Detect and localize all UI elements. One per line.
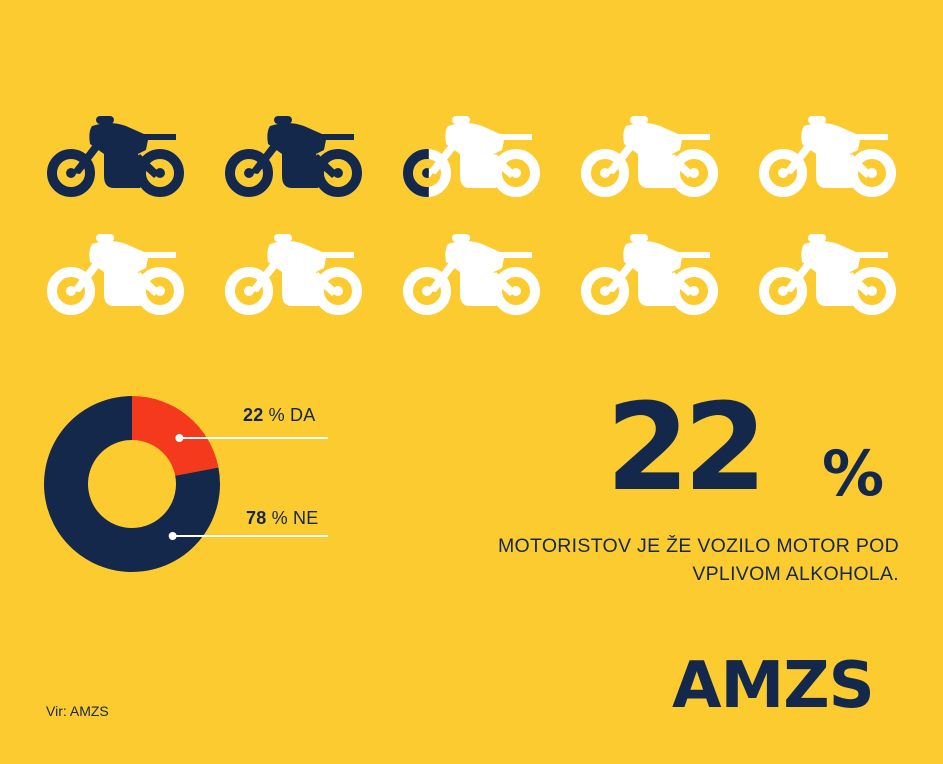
motorcycle-icon xyxy=(578,114,722,202)
donut-chart xyxy=(44,396,328,572)
motorcycle-pictogram xyxy=(0,0,943,340)
headline-number: 22 xyxy=(606,379,767,518)
caption-line-2: VPLIVOM ALKOHOLA. xyxy=(692,563,899,585)
motorcycle-icon xyxy=(44,114,188,202)
motorcycle-icon xyxy=(578,232,722,320)
motorcycle-icon xyxy=(756,232,900,320)
motorcycle-icon xyxy=(756,114,900,202)
ne-value: 78 xyxy=(246,508,267,528)
leader-dot-ne xyxy=(168,532,177,540)
leader-dot-da xyxy=(175,434,184,442)
caption-line-1: MOTORISTOV JE ŽE VOZILO MOTOR POD xyxy=(497,535,899,557)
amzs-logo: AMZS xyxy=(672,649,875,723)
headline-unit: % xyxy=(822,437,885,510)
da-label: 22 % DA xyxy=(243,405,315,426)
source-note: Vir: AMZS xyxy=(46,703,109,719)
headline-stat: 22 % xyxy=(600,389,900,525)
ne-text: % NE xyxy=(271,508,319,528)
motorcycle-icon xyxy=(400,232,544,320)
motorcycle-icon xyxy=(222,114,366,202)
donut-slice-ne xyxy=(44,396,221,572)
da-text: % DA xyxy=(268,405,316,425)
da-value: 22 xyxy=(243,405,264,425)
donut-slice-da xyxy=(132,396,219,476)
headline-caption: MOTORISTOV JE ŽE VOZILO MOTOR POD VPLIVO… xyxy=(439,532,899,588)
motorcycle-icon xyxy=(44,232,188,320)
ne-label: 78 % NE xyxy=(246,508,318,529)
motorcycle-icon xyxy=(400,114,544,202)
motorcycle-icon xyxy=(222,232,366,320)
